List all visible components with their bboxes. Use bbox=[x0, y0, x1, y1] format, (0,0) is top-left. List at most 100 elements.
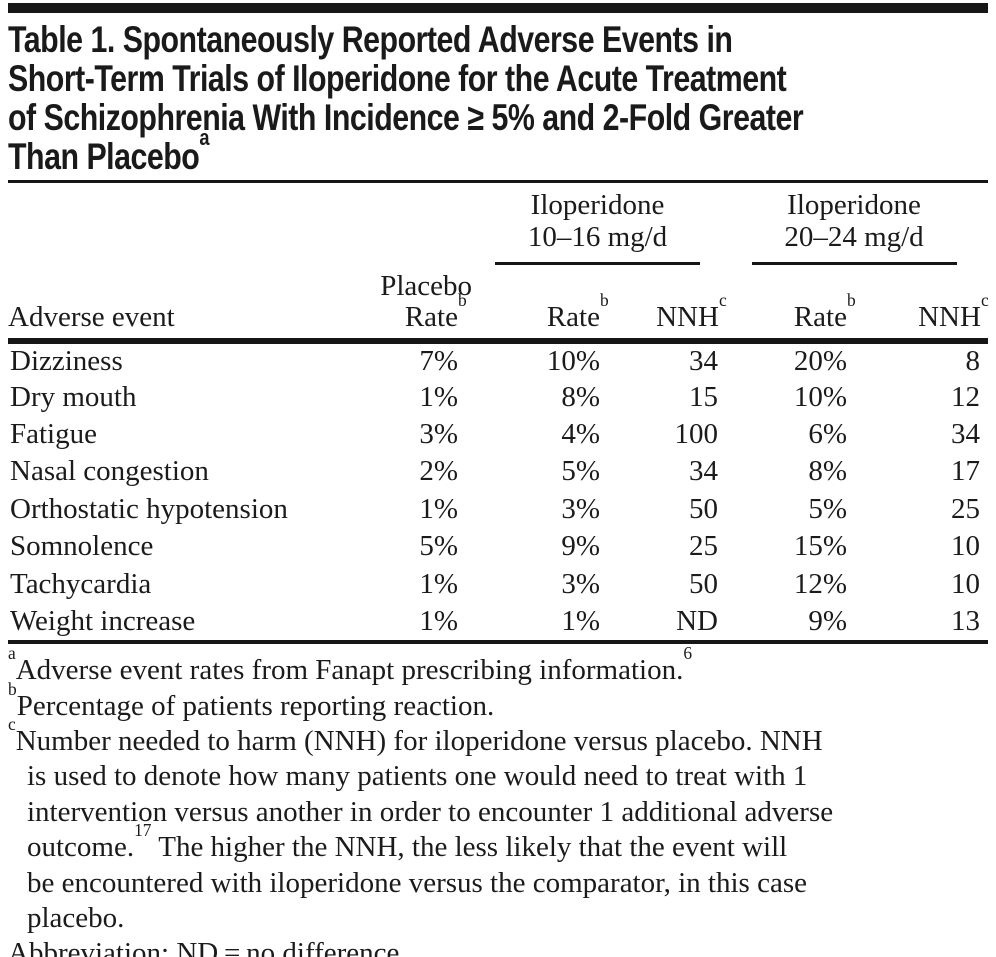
cell-rate-20-24: 8% bbox=[808, 455, 847, 488]
footnote-marker: a bbox=[8, 643, 16, 664]
cell-rate-20-24: 9% bbox=[808, 604, 847, 637]
column-header-adverse-event: Adverse event bbox=[8, 265, 328, 344]
footnote: cNumber needed to harm (NNH) for iloperi… bbox=[8, 714, 988, 936]
footnote-line: bPercentage of patients reporting reacti… bbox=[8, 678, 495, 722]
footnote-marker-c: c bbox=[980, 290, 989, 311]
footnote-line: outcome.17 The higher the NNH, the less … bbox=[27, 820, 788, 864]
cell-placebo-rate: 5% bbox=[419, 530, 458, 563]
cell-nnh-10-16: 34 bbox=[689, 455, 718, 488]
table-row: Fatigue 3% 4% 100 6% 34 bbox=[8, 416, 988, 453]
cell-rate-20-24: 5% bbox=[808, 492, 847, 525]
cell-placebo-rate: 1% bbox=[419, 380, 458, 413]
footnote: bPercentage of patients reporting reacti… bbox=[8, 678, 988, 724]
group-dose-range: 10–16 mg/d bbox=[527, 221, 668, 253]
title-line: Table 1. Spontaneously Reported Adverse … bbox=[8, 19, 733, 60]
cell-rate-10-16: 10% bbox=[546, 344, 600, 377]
cell-nnh-10-16: 34 bbox=[689, 344, 718, 377]
table-row: Tachycardia 1% 3% 50 12% 10 bbox=[8, 565, 988, 602]
cell-nnh-10-16: 50 bbox=[689, 567, 718, 600]
footnote-line: is used to denote how many patients one … bbox=[27, 760, 808, 793]
footnote-line: aAdverse event rates from Fanapt prescri… bbox=[8, 643, 693, 687]
cell-rate-10-16: 8% bbox=[561, 380, 600, 413]
cell-nnh-20-24: 13 bbox=[951, 604, 980, 637]
cell-rate-10-16: 1% bbox=[561, 604, 600, 637]
title-divider-rule bbox=[8, 180, 988, 183]
table-row: Weight increase 1% 1% ND 9% 13 bbox=[8, 603, 988, 640]
title-line: Than Placeboa bbox=[8, 124, 209, 177]
cell-event: Tachycardia bbox=[10, 567, 152, 600]
cell-event: Somnolence bbox=[10, 530, 154, 563]
superscript-reference: 6 bbox=[683, 643, 693, 664]
group-header-iloperidone-10-16: Iloperidone 10–16 mg/d bbox=[458, 183, 718, 265]
placebo-label: Placebo bbox=[380, 270, 472, 302]
cell-rate-20-24: 20% bbox=[793, 344, 847, 377]
group-header-row: Iloperidone 10–16 mg/d Iloperidone 20–24… bbox=[8, 183, 988, 265]
cell-rate-10-16: 3% bbox=[561, 492, 600, 525]
cell-nnh-20-24: 17 bbox=[951, 455, 980, 488]
adverse-events-table: Iloperidone 10–16 mg/d Iloperidone 20–24… bbox=[8, 183, 989, 640]
cell-rate-10-16: 5% bbox=[561, 455, 600, 488]
cell-nnh-10-16: 50 bbox=[689, 492, 718, 525]
cell-rate-10-16: 9% bbox=[561, 530, 600, 563]
footnote-marker-b: b bbox=[599, 290, 609, 311]
column-header-rate-20-24: Rateb bbox=[718, 265, 856, 344]
table-title: Table 1. Spontaneously Reported Adverse … bbox=[8, 20, 988, 176]
cell-event: Dizziness bbox=[10, 344, 123, 377]
cell-nnh-10-16: 15 bbox=[689, 380, 718, 413]
column-header-rate-10-16: Rateb bbox=[458, 265, 609, 344]
footnote-line: placebo. bbox=[27, 901, 125, 934]
footnotes-section: aAdverse event rates from Fanapt prescri… bbox=[8, 643, 988, 957]
group-header-iloperidone-20-24: Iloperidone 20–24 mg/d bbox=[718, 183, 988, 265]
cell-placebo-rate: 2% bbox=[419, 455, 458, 488]
footnote-line: cNumber needed to harm (NNH) for iloperi… bbox=[8, 714, 823, 757]
cell-placebo-rate: 1% bbox=[419, 604, 458, 637]
footnote-marker-b: b bbox=[846, 290, 856, 311]
cell-placebo-rate: 3% bbox=[419, 417, 458, 450]
cell-placebo-rate: 7% bbox=[419, 344, 458, 377]
header-corner-spacer bbox=[8, 183, 458, 265]
cell-nnh-20-24: 25 bbox=[951, 492, 980, 525]
table-row: Somnolence 5% 9% 25 15% 10 bbox=[8, 528, 988, 565]
footnote-marker-c: c bbox=[718, 290, 727, 311]
cell-event: Fatigue bbox=[10, 417, 97, 450]
table-row: Orthostatic hypotension 1% 3% 50 5% 25 bbox=[8, 491, 988, 528]
cell-nnh-20-24: 8 bbox=[965, 344, 981, 377]
table-header: Iloperidone 10–16 mg/d Iloperidone 20–24… bbox=[8, 183, 989, 344]
placebo-rate-label: Rateb bbox=[404, 290, 467, 333]
cell-rate-10-16: 4% bbox=[561, 417, 600, 450]
group-box-20-24: Iloperidone 20–24 mg/d bbox=[751, 189, 957, 265]
group-dose-range: 20–24 mg/d bbox=[784, 221, 924, 253]
footnote-line: be encountered with iloperidone versus t… bbox=[27, 866, 807, 899]
footnote: Abbreviation: ND = no difference. bbox=[8, 936, 988, 957]
cell-nnh-10-16: 100 bbox=[674, 417, 719, 450]
column-header-placebo-rate: Placebo Rateb bbox=[328, 265, 472, 344]
group-drug-name: Iloperidone bbox=[530, 189, 665, 221]
cell-nnh-10-16: ND bbox=[676, 604, 718, 637]
footnote-marker: b bbox=[8, 678, 17, 699]
group-drug-name: Iloperidone bbox=[787, 189, 921, 221]
footnote: aAdverse event rates from Fanapt prescri… bbox=[8, 643, 988, 688]
table-row: Dry mouth 1% 8% 15 10% 12 bbox=[8, 378, 988, 415]
cell-nnh-20-24: 12 bbox=[951, 380, 980, 413]
table-body: Dizziness 7% 10% 34 20% 8 Dry mouth 1% 8% 15 10% 12… bbox=[8, 341, 988, 640]
cell-event: Dry mouth bbox=[10, 380, 137, 413]
column-header-nnh-20-24: NNHc bbox=[847, 265, 989, 344]
footnote-marker: c bbox=[8, 714, 16, 735]
group-box-10-16: Iloperidone 10–16 mg/d bbox=[495, 189, 700, 265]
cell-event: Orthostatic hypotension bbox=[10, 492, 288, 525]
superscript-reference: a bbox=[199, 124, 209, 150]
footnote-line: Abbreviation: ND = no difference. bbox=[8, 937, 407, 957]
column-header-nnh-10-16: NNHc bbox=[600, 265, 727, 344]
cell-nnh-20-24: 10 bbox=[951, 530, 980, 563]
column-header-row: Adverse event Placebo Rateb Rateb NNHc R… bbox=[8, 265, 989, 344]
table-row: Dizziness 7% 10% 34 20% 8 bbox=[8, 341, 988, 378]
superscript-reference: 17 bbox=[134, 820, 152, 841]
cell-nnh-20-24: 10 bbox=[951, 567, 980, 600]
title-line: of Schizophrenia With Incidence ≥ 5% and… bbox=[8, 97, 804, 138]
cell-rate-10-16: 3% bbox=[561, 567, 600, 600]
cell-event: Nasal congestion bbox=[10, 455, 209, 488]
table-row: Nasal congestion 2% 5% 34 8% 17 bbox=[8, 453, 988, 490]
footnote-marker-b: b bbox=[457, 290, 467, 311]
footnote-line: intervention versus another in order to … bbox=[27, 795, 834, 828]
